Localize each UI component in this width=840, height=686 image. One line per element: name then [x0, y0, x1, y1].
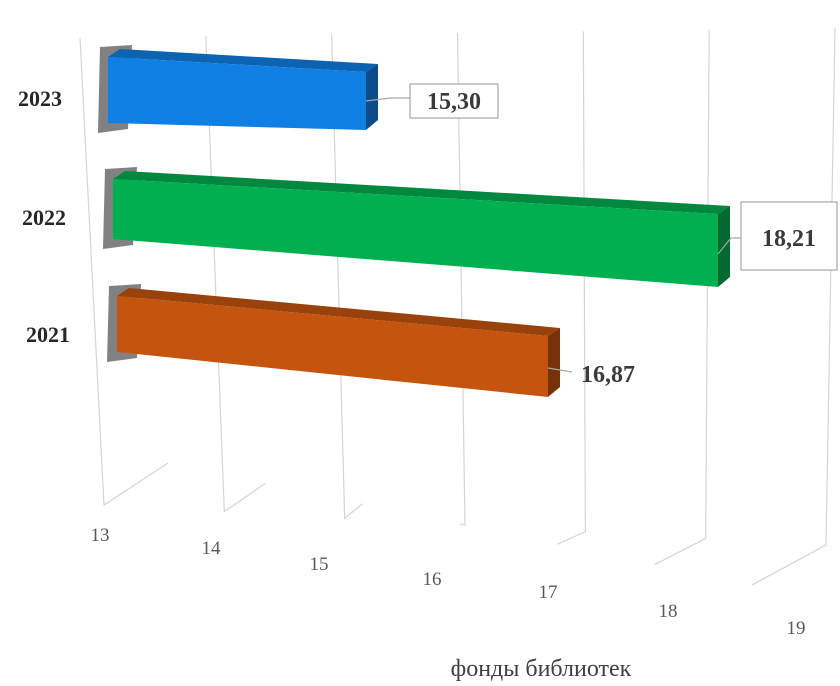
- gridline: [751, 27, 836, 586]
- data-label: 18,21: [762, 226, 816, 252]
- x-tick-label: 13: [91, 525, 110, 546]
- leader-line: [717, 237, 741, 255]
- data-labels: 15,30 18,21 16,87: [365, 83, 838, 388]
- leader-line: [365, 97, 410, 102]
- y-category-label: 2023: [18, 86, 62, 111]
- x-axis-title: фонды библиотек: [451, 656, 632, 682]
- bar: [117, 296, 548, 397]
- gridline: [654, 29, 710, 566]
- gridline: [79, 37, 169, 507]
- bar-side-face: [548, 328, 560, 397]
- bar-side-face: [366, 64, 378, 130]
- data-label-box: [409, 83, 499, 119]
- data-label: 15,30: [427, 89, 481, 115]
- x-tick-label: 15: [310, 554, 329, 575]
- data-label-box: [740, 201, 838, 271]
- x-tick-label: 17: [539, 582, 558, 603]
- y-category-label: 2022: [22, 205, 66, 230]
- x-tick-label: 14: [202, 538, 222, 559]
- x-axis-ticks: 13 14 15 16 17 18 19: [91, 525, 806, 639]
- bars: [108, 49, 730, 397]
- bar: [108, 57, 366, 130]
- y-category-label: 2021: [26, 322, 70, 347]
- bar: [113, 179, 718, 287]
- x-tick-label: 16: [423, 569, 442, 590]
- category-labels: 2023 2022 2021: [18, 86, 70, 347]
- data-label: 16,87: [581, 362, 635, 388]
- bar-top-face: [113, 171, 730, 214]
- x-tick-label: 18: [659, 601, 678, 622]
- bar-top-face: [117, 288, 560, 336]
- bar-top-face: [108, 49, 378, 72]
- x-tick-label: 19: [787, 618, 806, 639]
- gridline: [557, 31, 586, 545]
- leader-line: [547, 367, 573, 373]
